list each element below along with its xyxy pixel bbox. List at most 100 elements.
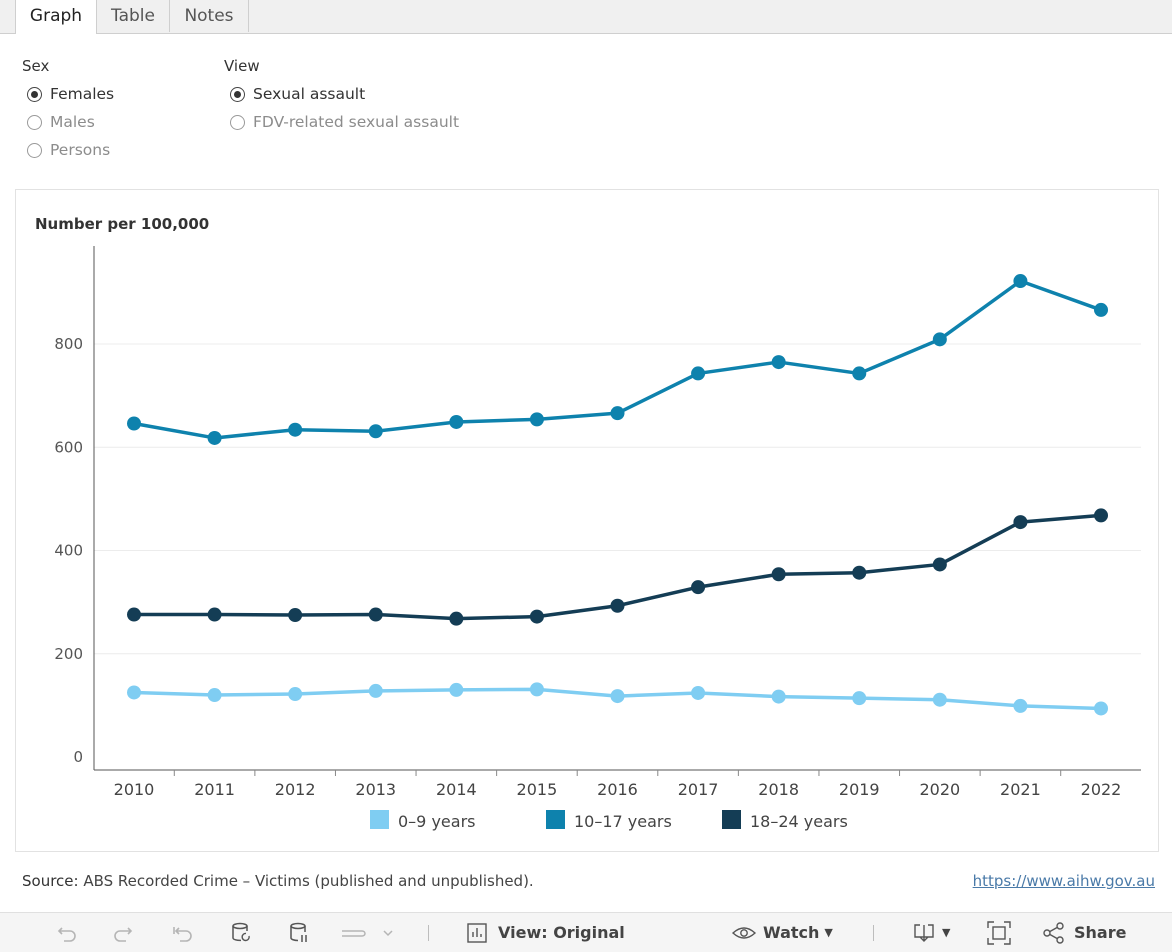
view-original-button[interactable]: View: Original — [466, 913, 625, 952]
radio-males[interactable]: Males — [27, 111, 95, 133]
radio-persons[interactable]: Persons — [27, 139, 110, 161]
data-point-18-24-years[interactable] — [207, 607, 222, 622]
revert-icon — [173, 926, 192, 942]
radio-selected-icon — [230, 86, 245, 102]
y-tick-label: 200 — [54, 645, 83, 663]
data-point-0-9-years[interactable] — [771, 689, 786, 704]
fullscreen-button[interactable] — [986, 913, 1012, 952]
data-point-0-9-years[interactable] — [127, 685, 141, 700]
data-point-10-17-years[interactable] — [449, 414, 464, 429]
data-point-0-9-years[interactable] — [1013, 698, 1028, 713]
y-tick-label: 0 — [73, 748, 83, 766]
source-text: ABS Recorded Crime – Victims (published … — [78, 872, 534, 890]
x-tick-label: 2020 — [919, 780, 960, 799]
data-point-18-24-years[interactable] — [529, 609, 544, 624]
data-point-10-17-years[interactable] — [691, 366, 706, 381]
x-tick-label: 2018 — [758, 780, 799, 799]
aihw-link[interactable]: https://www.aihw.gov.au — [972, 872, 1155, 890]
data-point-18-24-years[interactable] — [127, 607, 141, 622]
data-point-0-9-years[interactable] — [529, 682, 544, 697]
data-point-10-17-years[interactable] — [368, 424, 383, 439]
data-point-18-24-years[interactable] — [932, 557, 947, 572]
legend-swatch — [546, 810, 565, 829]
data-point-18-24-years[interactable] — [771, 567, 786, 582]
data-point-18-24-years[interactable] — [691, 580, 706, 595]
watch-label: Watch — [763, 923, 820, 942]
tab-bar: Graph Table Notes — [0, 0, 1172, 34]
data-point-10-17-years[interactable] — [127, 416, 141, 431]
legend-swatch — [370, 810, 389, 829]
download-button[interactable]: ▼ — [912, 913, 950, 952]
share-button[interactable]: Share — [1042, 913, 1126, 952]
share-icon — [1043, 921, 1064, 944]
data-point-18-24-years[interactable] — [1013, 515, 1028, 530]
view-filter-label: View — [224, 57, 260, 75]
source-label: Source: — [22, 872, 79, 890]
data-point-10-17-years[interactable] — [771, 355, 786, 370]
legend-swatch — [722, 810, 741, 829]
data-point-18-24-years[interactable] — [610, 598, 625, 613]
redo-button[interactable] — [112, 913, 134, 952]
data-point-18-24-years[interactable] — [368, 607, 383, 622]
x-tick-label: 2010 — [114, 780, 155, 799]
revert-button[interactable] — [170, 913, 194, 952]
undo-button[interactable] — [56, 913, 78, 952]
pause-data-icon — [290, 922, 307, 942]
data-point-10-17-years[interactable] — [529, 412, 544, 427]
chart-view-icon — [467, 922, 487, 943]
radio-unselected-icon — [230, 114, 245, 130]
tab-table[interactable]: Table — [97, 0, 170, 32]
data-point-0-9-years[interactable] — [207, 688, 222, 703]
data-point-10-17-years[interactable] — [1013, 274, 1028, 289]
data-point-18-24-years[interactable] — [288, 608, 303, 623]
radio-label: Persons — [50, 141, 111, 159]
radio-label: Males — [50, 113, 95, 131]
data-point-10-17-years[interactable] — [610, 406, 625, 421]
legend-label[interactable]: 0–9 years — [398, 812, 475, 831]
radio-label: Females — [50, 85, 115, 103]
radio-sexual-assault[interactable]: Sexual assault — [230, 83, 365, 105]
refresh-data-icon — [232, 922, 250, 941]
replay-button[interactable] — [338, 913, 394, 952]
pause-updates-button[interactable] — [288, 913, 312, 952]
data-point-18-24-years[interactable] — [449, 611, 464, 626]
x-tick-label: 2012 — [275, 780, 316, 799]
radio-females[interactable]: Females — [27, 83, 114, 105]
data-point-0-9-years[interactable] — [932, 692, 947, 707]
tableau-toolbar: View: Original Watch ▼ ▼ Share — [0, 912, 1172, 952]
data-point-18-24-years[interactable] — [1094, 508, 1108, 523]
data-point-0-9-years[interactable] — [368, 683, 383, 698]
data-point-10-17-years[interactable] — [207, 430, 222, 445]
data-point-10-17-years[interactable] — [288, 422, 303, 437]
data-point-0-9-years[interactable] — [610, 689, 625, 704]
tab-graph[interactable]: Graph — [15, 0, 97, 34]
radio-selected-icon — [27, 86, 42, 102]
data-point-0-9-years[interactable] — [1094, 701, 1108, 716]
legend-label[interactable]: 18–24 years — [750, 812, 848, 831]
eye-icon — [731, 926, 757, 939]
data-point-10-17-years[interactable] — [1094, 302, 1108, 317]
legend-label[interactable]: 10–17 years — [574, 812, 672, 831]
data-point-0-9-years[interactable] — [691, 685, 706, 700]
data-point-0-9-years[interactable] — [852, 691, 867, 706]
x-tick-label: 2022 — [1081, 780, 1122, 799]
x-tick-label: 2014 — [436, 780, 477, 799]
tab-notes[interactable]: Notes — [170, 0, 249, 32]
replay-icon — [342, 929, 393, 937]
watch-button[interactable]: Watch ▼ — [731, 913, 833, 952]
data-point-10-17-years[interactable] — [932, 332, 947, 347]
chart-panel: Number per 100,000 0 200 400 600 800 2010 201… — [15, 189, 1159, 852]
data-point-18-24-years[interactable] — [852, 565, 867, 580]
refresh-data-button[interactable] — [230, 913, 254, 952]
data-point-0-9-years[interactable] — [449, 682, 464, 697]
chevron-down-icon: ▼ — [824, 926, 833, 939]
x-tick-label: 2011 — [194, 780, 235, 799]
data-point-0-9-years[interactable] — [288, 687, 303, 702]
data-point-10-17-years[interactable] — [852, 366, 867, 381]
chevron-down-icon: ▼ — [942, 926, 951, 939]
y-axis-title: Number per 100,000 — [35, 215, 209, 233]
radio-unselected-icon — [27, 114, 42, 130]
radio-fdv-sexual-assault[interactable]: FDV-related sexual assault — [230, 111, 459, 133]
sex-filter-label: Sex — [22, 57, 50, 75]
toolbar-divider — [428, 925, 429, 941]
